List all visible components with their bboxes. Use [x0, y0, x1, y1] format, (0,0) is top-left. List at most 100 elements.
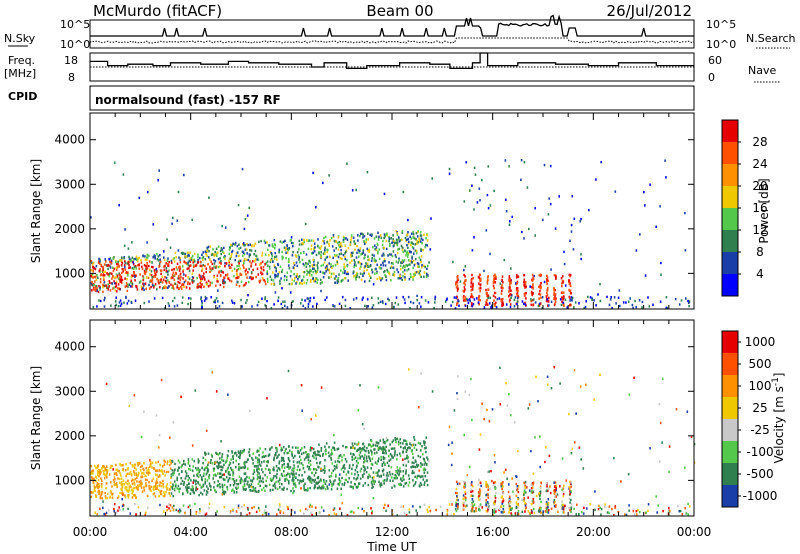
range-cell — [232, 484, 235, 487]
range-cell — [509, 293, 512, 296]
range-cell — [202, 258, 204, 261]
noise-right-tick-top: 10^5 — [706, 18, 736, 31]
range-cell — [201, 304, 203, 308]
range-cell — [502, 297, 504, 301]
range-cell — [151, 461, 154, 465]
range-cell — [389, 443, 391, 446]
range-cell — [390, 447, 393, 450]
range-cell — [532, 292, 534, 295]
range-cell — [182, 268, 185, 272]
range-cell — [219, 249, 222, 253]
range-cell — [345, 272, 348, 276]
range-cell — [493, 509, 495, 513]
range-cell — [371, 463, 374, 466]
range-cell — [276, 472, 278, 476]
range-cell — [128, 257, 131, 260]
range-cell — [127, 261, 130, 264]
range-cell — [131, 241, 133, 244]
range-cell — [226, 273, 229, 276]
range-cell — [127, 489, 129, 493]
range-cell — [396, 244, 399, 247]
range-cell — [179, 273, 182, 276]
range-cell — [198, 511, 201, 515]
range-cell — [135, 284, 137, 288]
range-cell — [230, 266, 232, 269]
range-cell — [351, 442, 354, 445]
range-cell — [307, 453, 309, 456]
range-cell — [370, 259, 373, 263]
range-cell — [477, 298, 480, 302]
range-cell — [195, 483, 197, 486]
range-cell — [124, 468, 127, 472]
range-cell — [95, 476, 98, 479]
range-cell — [504, 468, 507, 471]
range-cell — [362, 465, 365, 468]
range-cell — [341, 279, 343, 282]
range-cell — [256, 468, 258, 471]
range-cell — [468, 393, 471, 397]
range-cell — [186, 267, 189, 270]
range-cell — [274, 246, 276, 250]
range-cell — [289, 275, 292, 278]
range-cell — [258, 279, 261, 283]
range-cell — [546, 489, 549, 492]
range-cell — [333, 305, 336, 308]
range-cell — [342, 240, 345, 243]
range-cell — [425, 463, 428, 467]
range-cell — [196, 286, 198, 289]
range-cell — [115, 482, 118, 485]
range-cell — [284, 479, 286, 482]
range-cell — [426, 273, 428, 276]
range-cell — [133, 394, 136, 397]
range-cell — [253, 506, 255, 509]
range-cell — [314, 450, 316, 454]
range-cell — [382, 473, 385, 476]
range-cell — [128, 482, 130, 485]
range-cell — [273, 238, 276, 242]
range-cell — [220, 262, 222, 265]
range-cell — [355, 264, 357, 267]
range-cell — [119, 299, 122, 302]
range-cell — [527, 496, 529, 499]
range-cell — [420, 465, 422, 468]
range-cell — [282, 511, 285, 514]
range-cell — [493, 508, 496, 511]
range-cell — [391, 486, 393, 489]
range-cell — [340, 269, 342, 272]
range-cell — [116, 484, 118, 487]
range-cell — [192, 264, 195, 267]
range-cell — [343, 481, 346, 485]
range-cell — [127, 507, 129, 511]
range-cell — [317, 261, 319, 264]
range-cell — [580, 253, 582, 256]
range-cell — [205, 297, 207, 301]
range-cell — [356, 271, 358, 275]
range-cell — [239, 452, 241, 455]
range-cell — [248, 253, 251, 256]
range-cell — [423, 440, 425, 443]
range-cell — [191, 469, 194, 472]
range-cell — [113, 502, 116, 506]
range-cell — [508, 275, 511, 278]
range-cell — [165, 490, 167, 494]
range-cell — [287, 249, 290, 252]
range-cell — [323, 486, 325, 489]
range-cell — [538, 506, 541, 510]
range-cell — [155, 480, 158, 483]
range-cell — [310, 418, 312, 421]
range-cell — [257, 476, 259, 479]
range-cell — [184, 470, 187, 473]
range-cell — [486, 408, 488, 412]
range-cell — [126, 272, 129, 275]
range-cell — [99, 262, 101, 265]
range-cell — [249, 479, 252, 482]
range-cell — [248, 476, 250, 479]
range-cell — [376, 243, 379, 247]
range-cell — [361, 455, 363, 458]
range-cell — [285, 251, 287, 254]
range-cell — [288, 247, 290, 251]
range-cell — [288, 267, 291, 270]
range-cell — [309, 463, 312, 466]
range-cell — [508, 495, 511, 498]
range-cell — [238, 264, 240, 268]
